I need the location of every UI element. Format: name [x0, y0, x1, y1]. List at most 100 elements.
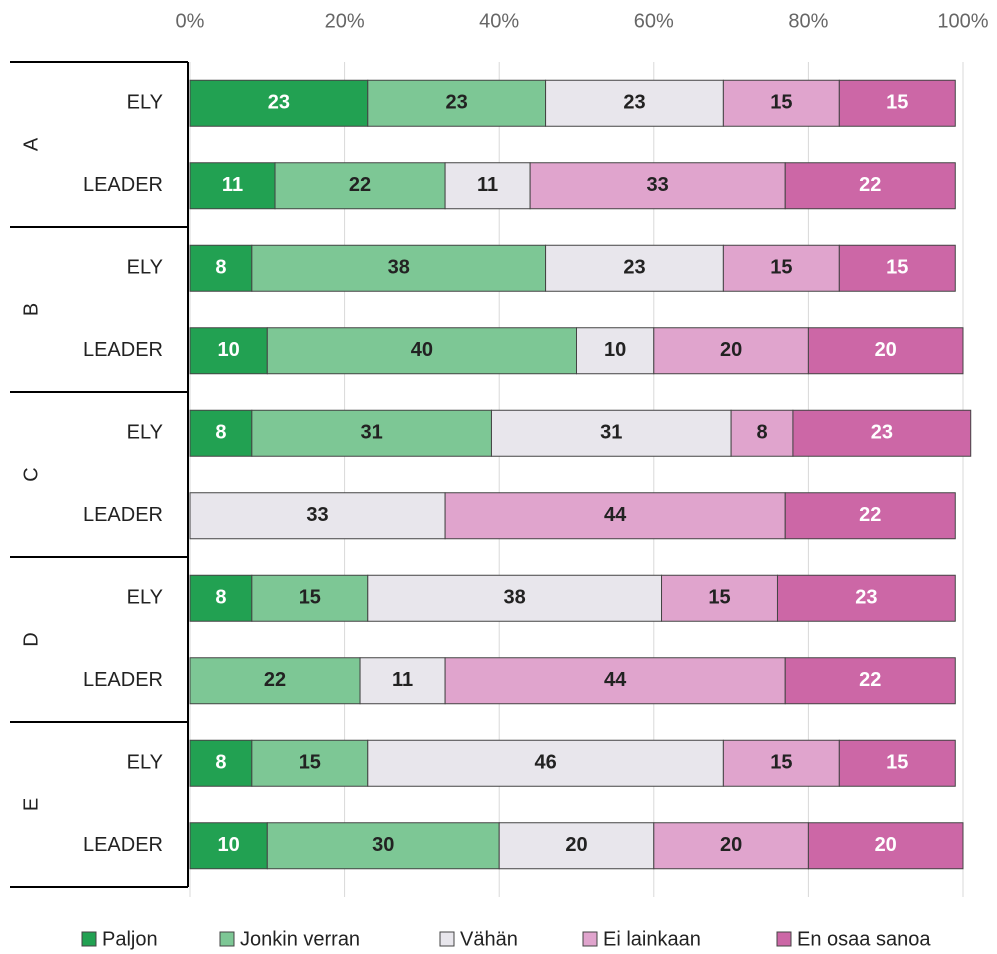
group-label: B — [20, 303, 42, 316]
data-label: 20 — [875, 834, 897, 856]
data-label: 10 — [604, 339, 626, 361]
data-label: 22 — [859, 669, 881, 691]
data-label: 23 — [855, 587, 877, 609]
bar-segment — [189, 822, 268, 870]
data-label: 38 — [504, 587, 526, 609]
legend-label: Jonkin verran — [240, 928, 360, 950]
bar-segment — [784, 657, 956, 705]
x-tick-label: 40% — [479, 10, 519, 32]
category-label: LEADER — [83, 669, 163, 691]
data-label: 40 — [411, 339, 433, 361]
data-label: 11 — [222, 174, 243, 196]
data-label: 20 — [720, 339, 742, 361]
bar-segment — [189, 79, 369, 127]
bar-segment — [529, 162, 786, 210]
category-label: ELY — [127, 752, 163, 774]
x-tick-label: 0% — [176, 10, 205, 32]
data-label: 22 — [859, 504, 881, 526]
data-label: 15 — [770, 752, 792, 774]
data-label: 44 — [604, 504, 627, 526]
data-label: 10 — [218, 834, 240, 856]
bar-segment — [776, 574, 956, 622]
data-label: 15 — [886, 752, 908, 774]
data-label: 31 — [361, 422, 383, 444]
data-label: 38 — [388, 257, 410, 279]
bar-segment — [722, 739, 840, 787]
data-label: 8 — [215, 257, 226, 279]
data-label: 33 — [306, 504, 328, 526]
data-label: 23 — [623, 257, 645, 279]
bar-segment — [807, 327, 964, 375]
x-tick-label: 60% — [634, 10, 674, 32]
data-label: 30 — [372, 834, 394, 856]
data-label: 10 — [218, 339, 240, 361]
data-label: 8 — [215, 752, 226, 774]
data-label: 22 — [349, 174, 371, 196]
data-label: 23 — [268, 92, 290, 114]
data-label: 11 — [477, 174, 498, 196]
bar-segment — [838, 79, 956, 127]
data-label: 33 — [647, 174, 669, 196]
bar-segment — [784, 492, 956, 540]
bar-segment — [838, 244, 956, 292]
legend-label: En osaa sanoa — [797, 928, 931, 950]
group-label: D — [20, 632, 42, 646]
bar-segment — [189, 657, 361, 705]
data-label: 23 — [446, 92, 468, 114]
data-label: 8 — [215, 422, 226, 444]
bar-segment — [444, 162, 531, 210]
data-label: 15 — [299, 752, 321, 774]
x-tick-label: 20% — [325, 10, 365, 32]
bar-segment — [189, 162, 276, 210]
data-label: 15 — [299, 587, 321, 609]
bar-segment — [722, 79, 840, 127]
bar-segment — [784, 162, 956, 210]
bar-segment — [251, 574, 369, 622]
category-label: LEADER — [83, 339, 163, 361]
bar-segment — [490, 409, 732, 457]
data-label: 15 — [708, 587, 730, 609]
data-label: 15 — [886, 92, 908, 114]
data-label: 15 — [770, 92, 792, 114]
bar-segment — [189, 244, 253, 292]
category-label: ELY — [127, 92, 163, 114]
bar-segment — [266, 327, 577, 375]
bar-segment — [792, 409, 972, 457]
bar-segment — [838, 739, 956, 787]
x-tick-label: 80% — [788, 10, 828, 32]
bar-segment — [251, 244, 547, 292]
data-label: 8 — [215, 587, 226, 609]
data-label: 20 — [565, 834, 587, 856]
category-label: LEADER — [83, 174, 163, 196]
legend-swatch — [439, 931, 455, 947]
data-label: 23 — [871, 422, 893, 444]
data-label: 22 — [859, 174, 881, 196]
bar-segment — [189, 492, 446, 540]
data-label: 8 — [756, 422, 767, 444]
data-label: 46 — [534, 752, 556, 774]
data-label: 23 — [623, 92, 645, 114]
data-label: 44 — [604, 669, 627, 691]
category-label: LEADER — [83, 834, 163, 856]
bar-segment — [498, 822, 655, 870]
bar-segment — [367, 739, 724, 787]
bar-segment — [189, 409, 253, 457]
legend-label: Ei lainkaan — [603, 928, 701, 950]
group-label: C — [20, 467, 42, 481]
legend-swatch — [81, 931, 97, 947]
category-label: LEADER — [83, 504, 163, 526]
data-label: 31 — [600, 422, 622, 444]
legend-swatch — [776, 931, 792, 947]
bar-segment — [545, 244, 724, 292]
bar-segment — [653, 822, 809, 870]
bar-segment — [359, 657, 446, 705]
x-tick-label: 100% — [937, 10, 988, 32]
legend-label: Paljon — [102, 928, 158, 950]
data-label: 20 — [720, 834, 742, 856]
data-label: 20 — [875, 339, 897, 361]
bar-segment — [661, 574, 778, 622]
group-label: A — [20, 137, 42, 151]
data-label: 15 — [886, 257, 908, 279]
bar-segment — [444, 492, 786, 540]
